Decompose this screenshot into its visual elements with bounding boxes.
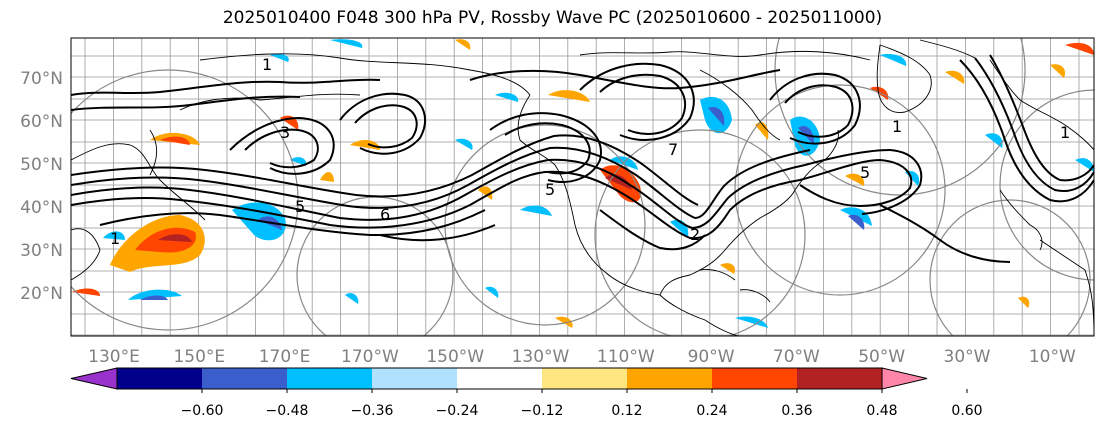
- latitude-label: 40°N: [20, 198, 63, 218]
- contour-label: 5: [545, 180, 555, 199]
- colorbar-extend-high: [881, 367, 928, 390]
- contour-label: 5: [295, 197, 305, 216]
- pv-contours: [71, 54, 1094, 263]
- contour-label: 1: [262, 55, 272, 74]
- pv-anomaly-shading: [72, 39, 1094, 328]
- colorbar-tick-label: −0.12: [521, 403, 564, 419]
- contour-label: 3: [280, 123, 290, 142]
- colorbar-tick-label: −0.36: [351, 403, 394, 419]
- contour-label: 2: [690, 225, 700, 244]
- latitude-labels: 70°N 60°N 50°N 40°N 30°N 20°N: [20, 69, 63, 304]
- latitude-label: 20°N: [20, 284, 63, 304]
- latitude-label: 30°N: [20, 241, 63, 261]
- longitude-label: 30°W: [944, 347, 991, 367]
- longitude-label: 130°E: [88, 347, 140, 367]
- colorbar-segment: [372, 368, 457, 389]
- colorbar-tick-label: 0.36: [781, 403, 812, 419]
- colorbar-segment: [542, 368, 627, 389]
- longitude-label: 170°E: [259, 347, 311, 367]
- colorbar-tick-label: 0.24: [696, 403, 727, 419]
- longitude-label: 70°W: [773, 347, 820, 367]
- longitude-label: 150°W: [426, 347, 484, 367]
- longitude-label: 50°W: [858, 347, 905, 367]
- contour-label: 1: [892, 117, 902, 136]
- contour-label: 5: [860, 163, 870, 182]
- longitude-label: 110°W: [597, 347, 655, 367]
- colorbar-segment: [287, 368, 372, 389]
- colorbar-segment: [202, 368, 287, 389]
- longitude-label: 10°W: [1029, 347, 1076, 367]
- colorbar-tick-label: 0.48: [866, 403, 897, 419]
- colorbar-tick-label: −0.24: [436, 403, 479, 419]
- latitude-label: 60°N: [20, 112, 63, 132]
- map-frame: [70, 37, 1095, 337]
- latitude-label: 70°N: [20, 69, 63, 89]
- colorbar-segment: [457, 368, 542, 389]
- colorbar: −0.60 −0.48 −0.36 −0.24 −0.12 0.12 0.24 0.36 0.4…: [70, 367, 983, 419]
- colorbar-extend-low: [70, 367, 118, 390]
- longitude-label: 150°E: [173, 347, 225, 367]
- longitude-label: 90°W: [688, 347, 735, 367]
- colorbar-segment: [627, 368, 712, 389]
- latitude-label: 50°N: [20, 155, 63, 175]
- contour-label: 1: [1060, 123, 1070, 142]
- contour-label: 1: [110, 229, 120, 248]
- contour-label: 6: [380, 205, 390, 224]
- colorbar-tick-label: −0.48: [266, 403, 309, 419]
- contour-labels: 1 5 6 5 3 1 2 5 1 1 7: [110, 55, 1070, 248]
- longitude-label: 130°W: [512, 347, 570, 367]
- colorbar-tick-label: 0.60: [951, 403, 982, 419]
- longitude-labels: 130°E 150°E 170°E 170°W 150°W 130°W 110°W 90°W 7…: [88, 347, 1076, 367]
- colorbar-segment: [797, 368, 882, 389]
- contour-label: 7: [668, 140, 678, 159]
- colorbar-segment: [712, 368, 797, 389]
- map-title: 2025010400 F048 300 hPa PV, Rossby Wave …: [222, 8, 883, 28]
- colorbar-tick-label: −0.60: [181, 403, 224, 419]
- colorbar-segment: [117, 368, 202, 389]
- graticule: [71, 38, 1094, 336]
- colorbar-tick-label: 0.12: [611, 403, 642, 419]
- longitude-label: 170°W: [341, 347, 399, 367]
